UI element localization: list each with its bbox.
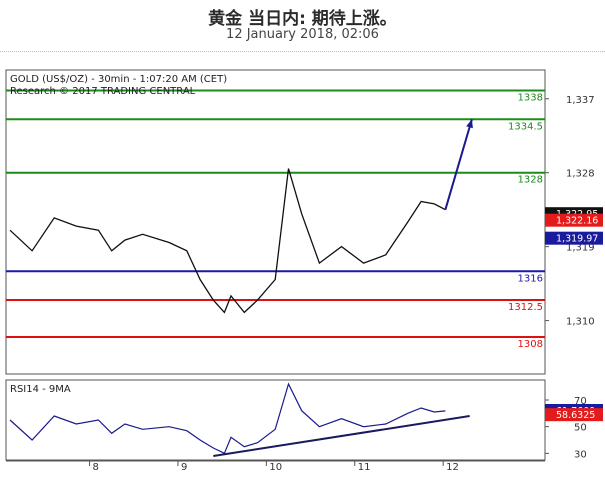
header-divider — [0, 51, 605, 52]
support-label-1308: 1308 — [518, 339, 543, 350]
pivot-label-1316: 1316 — [518, 273, 543, 284]
projection-arrow-head — [466, 119, 473, 129]
price-marker-red-box — [545, 213, 603, 227]
x-tick-label: 12 — [446, 462, 459, 473]
projection-arrow — [444, 119, 473, 210]
resistance-label-1334.5: 1334.5 — [508, 121, 543, 132]
rsi-panel-frame — [5, 379, 546, 461]
rsi-ma-marker-box — [545, 408, 603, 422]
rsi-label: RSI14 - 9MA — [10, 384, 71, 395]
price-tick-label: 1,310 — [566, 317, 595, 328]
rsi-tick-label: 50 — [574, 423, 587, 434]
resistance-label-1328: 1328 — [518, 175, 543, 186]
page-title: 黄金 当日内: 期待上涨。 — [208, 9, 397, 29]
ma-marker-blue: 1,319.97 — [556, 234, 598, 245]
report-date: 12 January 2018, 02:06 — [226, 27, 379, 42]
rsi-trendline — [213, 415, 470, 457]
source-label: Research © 2017 TRADING CENTRAL — [10, 86, 196, 97]
instrument-label: GOLD (US$/OZ) - 30min - 1:07:20 AM (CET) — [10, 74, 227, 85]
price-series-line — [9, 168, 446, 314]
x-tick-label: 8 — [93, 462, 99, 473]
ma-marker-blue-box — [545, 231, 603, 245]
x-tick-label: 10 — [269, 462, 282, 473]
x-tick-label: 11 — [358, 462, 371, 473]
price-tick-label: 1,328 — [566, 169, 595, 180]
rsi-line — [9, 382, 446, 455]
rsi-tick-label: 30 — [574, 449, 587, 460]
support-label-1312.5: 1312.5 — [508, 302, 543, 313]
price-marker-red: 1,322.16 — [556, 216, 598, 227]
rsi-ma-marker: 58.6325 — [556, 410, 595, 421]
price-panel-frame — [5, 69, 546, 375]
price-tick-label: 1,319 — [566, 243, 595, 254]
rsi-tick-label: 70 — [574, 396, 587, 407]
x-tick-label: 9 — [181, 462, 187, 473]
price-tick-label: 1,337 — [566, 95, 595, 106]
resistance-label-1338: 1338 — [518, 93, 543, 104]
